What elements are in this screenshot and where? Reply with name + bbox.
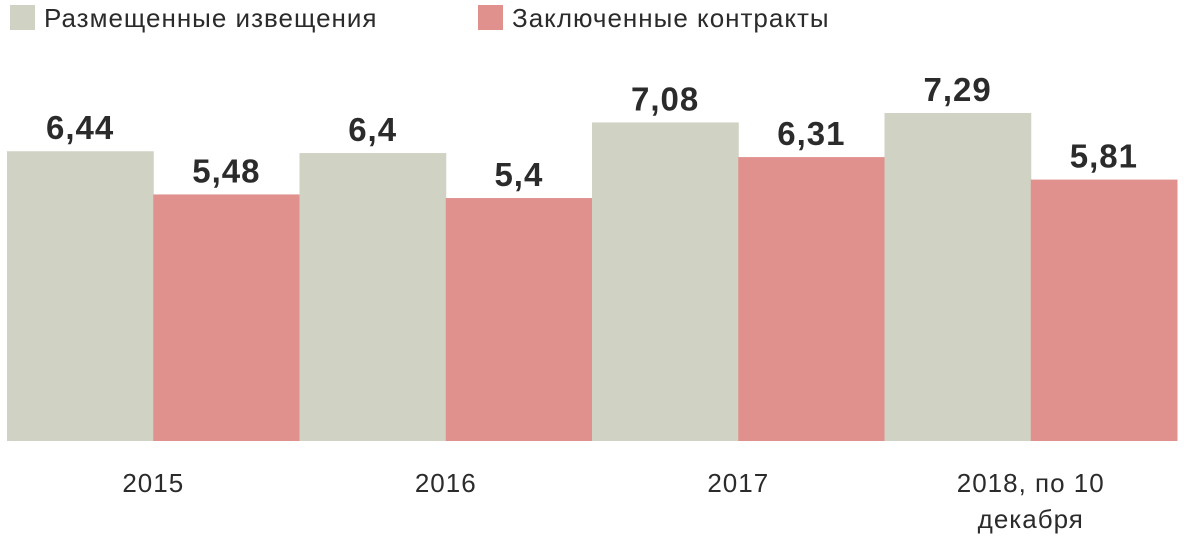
x-tick-label: 2017 [707, 468, 770, 498]
x-tick-label: 2018, по 10 декабря [956, 468, 1105, 534]
bar [7, 151, 154, 441]
value-label: 5,81 [1070, 138, 1138, 175]
legend-swatch [478, 5, 503, 30]
value-label: 5,4 [494, 156, 543, 193]
bar [884, 113, 1032, 441]
value-label: 6,44 [46, 109, 114, 146]
bar [738, 157, 885, 442]
value-label: 7,29 [924, 71, 992, 108]
value-label: 7,08 [631, 80, 699, 117]
x-tick-label: 2015 [122, 468, 185, 498]
bar [299, 153, 447, 442]
legend-swatch [10, 5, 35, 30]
value-label: 6,4 [348, 111, 397, 148]
bar [592, 122, 739, 442]
bar [445, 198, 593, 441]
legend-label: Заключенные контракты [512, 3, 830, 33]
bar [153, 194, 300, 441]
bar [1030, 179, 1178, 441]
x-tick-label: 2016 [414, 468, 477, 498]
legend-label: Размещенные извещения [44, 3, 378, 33]
value-label: 5,48 [192, 152, 260, 189]
value-label: 6,31 [777, 115, 845, 152]
